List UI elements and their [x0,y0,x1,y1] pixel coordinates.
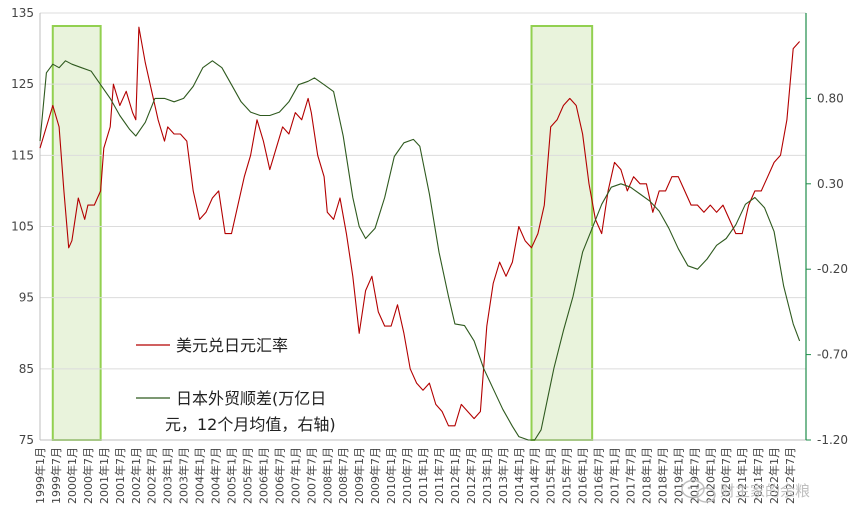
x-tick-label: 2003年1月 [161,447,175,504]
left-tick-label: 135 [11,6,34,20]
x-tick-label: 2010年7月 [400,447,414,504]
right-tick-label: 0.80 [817,91,844,105]
x-tick-label: 2016年1月 [576,447,590,504]
x-tick-label: 2008年1月 [320,447,334,504]
right-tick-label: -0.70 [817,348,848,362]
left-tick-label: 75 [19,433,34,447]
x-tick-label: 2005年1月 [225,447,239,504]
x-tick-label: 2002年1月 [129,447,143,504]
x-tick-label: 1999年7月 [49,447,63,504]
right-tick-label: -1.20 [817,433,848,447]
x-tick-label: 2004年1月 [193,447,207,504]
left-tick-label: 125 [11,77,34,91]
x-tick-label: 2001年1月 [97,447,111,504]
x-tick-label: 2020年1月 [703,447,717,504]
x-tick-label: 2002年7月 [145,447,159,504]
highlight-period-2 [530,25,594,441]
right-tick-label: -0.20 [817,262,848,276]
x-tick-label: 2014年1月 [512,447,526,504]
x-tick-label: 2011年7月 [432,447,446,504]
x-tick-label: 2012年1月 [448,447,462,504]
x-tick-label: 2013年1月 [480,447,494,504]
x-tick-label: 2015年1月 [544,447,558,504]
left-axis-ticks: 135 125 115 105 95 85 75 [11,6,34,447]
right-axis-ticks: 0.80 0.30 -0.20 -0.70 -1.20 [806,91,848,447]
left-tick-label: 85 [19,362,34,376]
x-tick-label: 2021年7月 [751,447,765,504]
x-tick-label: 2006年7月 [272,447,286,504]
legend-label-usd-jpy: 美元兑日元汇率 [176,336,288,355]
series-line-usd-jpy [39,26,801,427]
legend-label-trade-balance-line2: 元，12个月均值，右轴) [165,415,336,434]
right-tick-label: 0.30 [817,177,844,191]
x-tick-label: 2019年1月 [671,447,685,504]
legend-label-trade-balance-line1: 日本外贸顺差(万亿日 [176,389,326,408]
highlight-period-1 [51,25,102,441]
x-tick-label: 1999年1月 [33,447,47,504]
x-tick-label: 2007年1月 [288,447,302,504]
x-tick-label: 2022年7月 [783,447,797,504]
x-tick-label: 2009年7月 [368,447,382,504]
x-tick-label: 2013年7月 [496,447,510,504]
x-tick-label: 2000年7月 [81,447,95,504]
axes [39,13,807,441]
x-tick-label: 2010年1月 [384,447,398,504]
x-tick-label: 2001年7月 [113,447,127,504]
series-lines [39,26,801,441]
x-axis-ticks: 1999年1月 1999年7月 2000年1月 2000年7月 2001年1月 2001年… [33,447,797,504]
x-tick-label: 2019年7月 [687,447,701,504]
x-tick-label: 2018年7月 [655,447,669,504]
x-tick-label: 2022年1月 [767,447,781,504]
x-tick-label: 2014年7月 [528,447,542,504]
left-tick-label: 95 [19,291,34,305]
x-tick-label: 2012年7月 [464,447,478,504]
x-tick-label: 2009年1月 [352,447,366,504]
x-tick-label: 2008年7月 [336,447,350,504]
x-tick-label: 2004年7月 [209,447,223,504]
left-tick-label: 115 [11,148,34,162]
highlight-periods [51,25,594,441]
x-tick-label: 2005年7月 [240,447,254,504]
chat-bubble-icon [681,479,716,503]
x-tick-label: 2007年7月 [304,447,318,504]
left-tick-label: 105 [11,220,34,234]
x-tick-label: 2011年1月 [416,447,430,504]
gridlines [40,12,806,370]
x-tick-label: 2006年1月 [256,447,270,504]
series-line-trade-balance [39,60,801,441]
x-tick-label: 2020年7月 [719,447,733,504]
x-tick-label: 2018年1月 [639,447,653,504]
x-tick-label: 2017年7月 [623,447,637,504]
watermark-text: 财主家的余粮 [720,482,810,500]
x-tick-label: 2017年1月 [608,447,622,504]
x-tick-label: 2000年1月 [65,447,79,504]
x-tick-label: 2016年7月 [592,447,606,504]
x-tick-label: 2003年7月 [177,447,191,504]
x-tick-label: 2015年7月 [560,447,574,504]
legend: 美元兑日元汇率 日本外贸顺差(万亿日 元，12个月均值，右轴) [136,336,336,434]
watermark: 财主家的余粮 [681,479,810,503]
x-tick-label: 2021年1月 [735,447,749,504]
